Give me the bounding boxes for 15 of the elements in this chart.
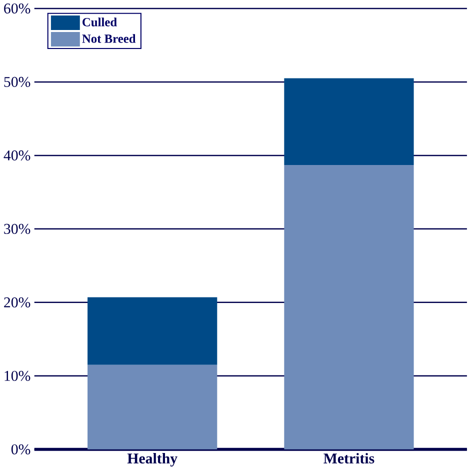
y-tick-label: 20% [4, 297, 30, 308]
bar [88, 297, 218, 365]
x-tick-label: Metritis [324, 453, 374, 464]
y-tick-label: 30% [4, 224, 30, 234]
y-tick-label: 10% [5, 370, 30, 381]
y-tick-label: 40% [4, 150, 30, 160]
legend-label: Culled [82, 18, 118, 26]
bar [88, 364, 218, 450]
y-tick-label: 60% [4, 3, 30, 14]
y-tick-label: 0% [12, 444, 30, 454]
x-tick-label: Healthy [128, 453, 178, 467]
legend-label: Not Breed [82, 34, 136, 43]
y-tick-label: 50% [4, 76, 30, 88]
bar [284, 78, 414, 165]
bar [284, 165, 414, 450]
